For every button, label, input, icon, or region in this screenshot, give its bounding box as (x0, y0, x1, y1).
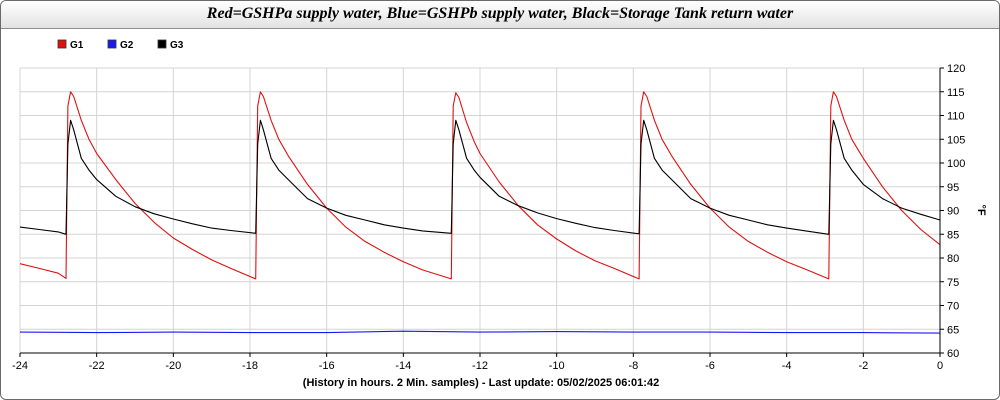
x-tick-label: -10 (549, 360, 565, 372)
series-line-g2 (19, 330, 941, 334)
legend-label: G2 (120, 40, 134, 51)
y-axis-label: °F (975, 204, 987, 215)
x-tick-label: 0 (937, 360, 943, 372)
y-tick-label: 80 (947, 253, 959, 265)
legend-swatch (57, 39, 67, 49)
y-tick-label: 75 (947, 277, 959, 289)
legend-label: G1 (70, 40, 84, 51)
y-tick-label: 95 (947, 182, 959, 194)
series-line-g3 (19, 119, 941, 235)
x-tick-label: -24 (12, 360, 28, 372)
legend-swatch (157, 39, 167, 49)
x-tick-label: -12 (472, 360, 488, 372)
title-bar: Red=GSHPa supply water, Blue=GSHPb suppl… (1, 1, 999, 29)
y-tick-label: 85 (947, 229, 959, 241)
x-tick-label: -20 (165, 360, 181, 372)
x-tick-label: -18 (242, 360, 258, 372)
y-tick-label: 105 (947, 134, 965, 146)
x-tick-label: -16 (319, 360, 335, 372)
axes: -24 -22 -20 -18 -16 -14 -12 -10 -8 -6 -4 -2 06065707… (12, 63, 965, 372)
legend: G1 G2 G3 (57, 39, 184, 51)
y-tick-label: 65 (947, 324, 959, 336)
x-tick-label: -2 (858, 360, 868, 372)
y-tick-label: 60 (947, 348, 959, 360)
x-tick-label: -4 (782, 360, 792, 372)
legend-item-g1: G1 (57, 39, 84, 51)
y-tick-label: 120 (947, 63, 965, 75)
y-tick-label: 100 (947, 158, 965, 170)
x-tick-label: -6 (705, 360, 715, 372)
x-axis-label: (History in hours. 2 Min. samples) - Las… (303, 377, 659, 389)
y-tick-label: 115 (947, 87, 965, 99)
series-line-g1 (19, 91, 941, 280)
legend-swatch (107, 39, 117, 49)
y-tick-label: 110 (947, 111, 965, 123)
series-layer (19, 91, 941, 334)
x-tick-label: -8 (628, 360, 638, 372)
legend-label: G3 (170, 40, 184, 51)
y-tick-label: 90 (947, 206, 959, 218)
legend-item-g2: G2 (107, 39, 134, 51)
x-tick-label: -14 (395, 360, 411, 372)
legend-item-g3: G3 (157, 39, 184, 51)
chart-title: Red=GSHPa supply water, Blue=GSHPb suppl… (206, 5, 794, 22)
y-tick-label: 70 (947, 301, 959, 313)
x-tick-label: -22 (89, 360, 105, 372)
grid (19, 67, 941, 354)
